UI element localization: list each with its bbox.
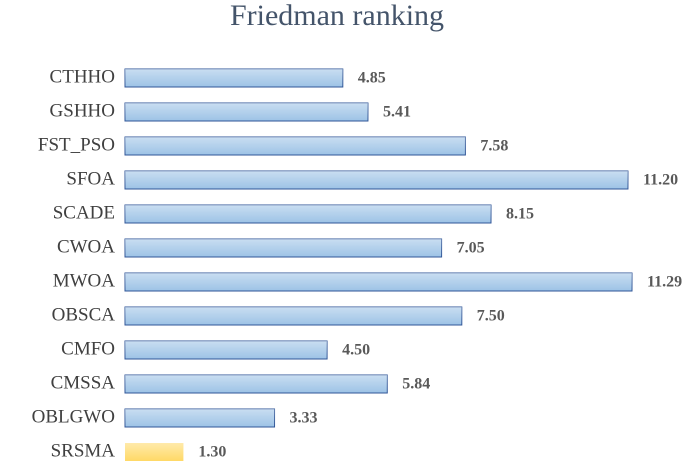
data-label: 8.15 <box>506 206 534 223</box>
data-label: 5.41 <box>383 104 411 121</box>
bar <box>124 238 443 258</box>
y-tick-label: OBSCA <box>52 304 116 325</box>
data-label: 7.05 <box>457 240 485 257</box>
bar <box>124 170 629 190</box>
y-tick-label: SRSMA <box>51 440 116 461</box>
y-tick-label: CWOA <box>57 236 115 257</box>
data-label: 11.20 <box>643 172 678 189</box>
y-tick-label: CMFO <box>61 338 115 359</box>
bar <box>124 306 463 326</box>
bar <box>124 272 633 292</box>
bar <box>124 204 492 224</box>
bar <box>124 102 369 122</box>
bar <box>124 408 276 428</box>
bar <box>124 374 388 394</box>
bar <box>124 136 466 156</box>
y-tick-label: OBLGWO <box>32 406 115 427</box>
data-label: 11.29 <box>647 274 682 291</box>
data-label: 3.33 <box>290 410 318 427</box>
data-label: 7.50 <box>477 308 505 325</box>
chart-title: Friedman ranking <box>230 0 444 32</box>
y-tick-label: CMSSA <box>51 372 116 393</box>
bar <box>124 68 344 88</box>
y-tick-label: SCADE <box>53 202 115 223</box>
data-label: 4.50 <box>342 342 370 359</box>
y-tick-label: MWOA <box>53 270 116 291</box>
y-tick-label: SFOA <box>66 168 115 189</box>
bar <box>124 340 328 360</box>
data-label: 1.30 <box>198 444 226 461</box>
y-tick-label: FST_PSO <box>38 134 115 155</box>
y-tick-label: CTHHO <box>50 66 115 87</box>
bar <box>125 443 184 461</box>
data-label: 7.58 <box>480 138 508 155</box>
data-label: 4.85 <box>358 70 386 87</box>
y-tick-label: GSHHO <box>50 100 115 121</box>
data-label: 5.84 <box>402 376 430 393</box>
